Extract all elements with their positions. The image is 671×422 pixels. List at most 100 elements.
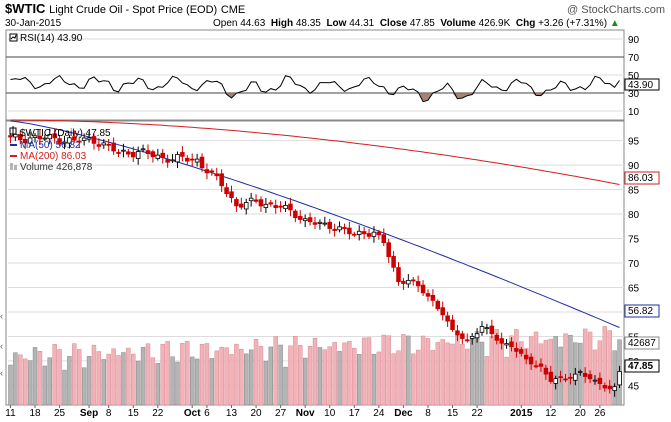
candle-body [533,365,539,368]
x-tick-label: 8 [106,408,112,419]
volume-bar [140,347,146,406]
candle-body [67,137,72,144]
volume-bar [278,344,283,406]
volume-bar [234,343,239,406]
volume-bar [450,343,455,406]
low-value: 44.31 [349,18,375,29]
volume-bar [52,344,57,406]
x-tick-label: 10 [324,408,336,419]
candle-body [474,333,480,339]
volume-bar [460,344,465,406]
candle-body [170,159,175,162]
candle-body [253,199,259,202]
candle-body [278,205,283,208]
volume-bar [489,336,495,406]
volume-bar [37,351,43,406]
volume-bar [42,365,48,406]
volume-bar [258,346,264,406]
x-tick-label: 12 [545,408,557,419]
x-tick-label: 11 [5,408,16,419]
candle-body [204,169,210,174]
svg-text:56.82: 56.82 [628,306,653,317]
left-marker-icon: ‹ [0,311,3,321]
volume-value-badge: 42687 [624,336,660,350]
volume-bar [283,366,288,406]
x-tick-label: 26 [594,408,606,419]
volume-bar [455,335,460,406]
candle-body [116,152,121,154]
candle-body [42,137,48,140]
volume-bar [47,357,52,406]
low-label: Low [326,18,347,29]
instrument-name: Light Crude Oil - Spot Price (EOD) [49,4,218,16]
candle-body [597,377,603,385]
candle-body [469,335,475,339]
exchange: CME [220,4,246,16]
candle-body [288,203,293,211]
candle-body [455,330,460,336]
rsi-tick-label: 70 [628,53,640,64]
ma50-value-badge: 56.82 [624,304,660,318]
volume-bar [13,352,18,406]
x-tick-label: 15 [128,408,140,419]
candle-body [297,216,303,220]
ma200-line [10,119,620,185]
volume-bar [199,344,205,406]
rsi-plot [10,74,620,103]
candle-body [406,280,411,285]
candle-body [312,222,318,225]
svg-text:42687: 42687 [628,338,656,349]
candle-body [499,338,504,344]
volume-bar [612,350,617,406]
rsi-value-badge: 43.90 [624,78,660,91]
price-legend: $WTIC (Daily) 47.85 MA(50) 56.82 MA(200)… [9,126,111,173]
candle-body [86,137,92,140]
volume-bar [185,341,190,406]
volume-bar [126,347,131,406]
volume-bar [430,350,436,406]
volume-bar [381,334,386,406]
volume-bar [81,367,87,406]
volume-bar [342,342,347,406]
x-tick-label: Nov [296,408,315,419]
rsi-tick-label: 90 [628,35,640,46]
open-label: Open [213,18,238,29]
chart-title: $WTIC Light Crude Oil - Spot Price (EOD)… [5,1,245,16]
x-tick-label: 13 [226,408,238,419]
candle-body [617,371,622,386]
volume-bar [298,345,303,406]
rsi-line [10,74,620,103]
volume-bar [121,352,126,406]
candle-body [140,148,146,151]
candle-body [371,231,377,237]
volume-bar [317,347,323,406]
chg-value: +3.26 (+7.31%) [538,18,608,29]
candle-body [165,159,170,163]
candle-body [219,173,224,187]
volume-bar [484,356,490,406]
candle-body [342,227,347,230]
candle-body [185,157,190,162]
candle-body [150,151,156,158]
volume-bar [263,360,269,406]
x-tick-label: 2015 [510,408,533,419]
volume-bars [8,326,622,406]
high-label: High [270,18,294,29]
quote-summary: Open 44.63 High 48.35 Low 44.31 Close 47… [213,18,620,29]
candle-body [317,221,323,224]
quote-date: 30-Jan-2015 [5,18,62,29]
candle-body [194,158,200,163]
candle-body [352,233,357,236]
volume-bar [135,360,141,406]
x-tick-label: 8 [425,408,431,419]
volume-bar [96,351,102,406]
volume-bar [180,342,185,406]
volume-bar [582,328,588,406]
candle-body [81,137,87,141]
volume-bar [204,343,210,406]
rsi-legend: RSI(14) 43.90 [9,33,83,44]
volume-bar [239,348,244,406]
x-tick-label: 18 [29,408,41,419]
candle-body [415,281,421,287]
